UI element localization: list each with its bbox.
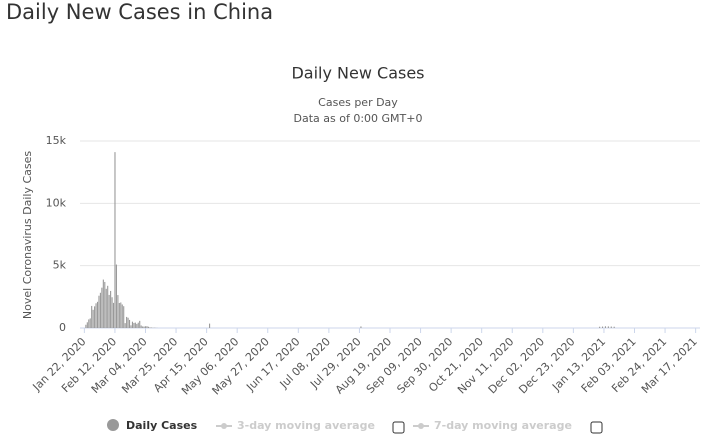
bar bbox=[133, 322, 135, 328]
bar bbox=[110, 290, 112, 328]
legend-label[interactable]: 7-day moving average bbox=[434, 419, 572, 432]
bar bbox=[91, 305, 93, 328]
bar bbox=[117, 295, 119, 328]
bar bbox=[126, 316, 128, 328]
bar bbox=[104, 281, 106, 328]
bar bbox=[115, 264, 117, 328]
bar bbox=[108, 294, 110, 328]
bar bbox=[118, 302, 120, 328]
legend-label[interactable]: 3-day moving average bbox=[237, 419, 375, 432]
bar bbox=[146, 326, 148, 328]
bar bbox=[95, 303, 97, 328]
checkbox[interactable] bbox=[590, 421, 603, 434]
y-axis-label: Novel Coronavirus Daily Cases bbox=[21, 151, 34, 319]
checkbox[interactable] bbox=[392, 421, 405, 434]
page-title: Daily New Cases in China bbox=[6, 0, 273, 24]
legend-marker[interactable] bbox=[221, 423, 227, 429]
bar bbox=[147, 326, 150, 328]
x-tick-label: Mar 17, 2021 bbox=[639, 335, 700, 396]
bar bbox=[102, 279, 104, 328]
chart-title: Daily New Cases bbox=[291, 64, 424, 83]
bar bbox=[136, 323, 138, 328]
bar bbox=[604, 326, 606, 328]
bar bbox=[143, 326, 145, 328]
y-tick-label: 10k bbox=[46, 196, 67, 209]
chart-subtitle: Data as of 0:00 GMT+0 bbox=[294, 112, 423, 125]
bar bbox=[107, 285, 109, 328]
bar bbox=[111, 297, 113, 328]
bar bbox=[101, 287, 103, 328]
bar bbox=[139, 320, 141, 328]
bar bbox=[105, 288, 107, 328]
bar bbox=[86, 322, 88, 328]
bar bbox=[131, 321, 133, 328]
bar bbox=[140, 325, 142, 328]
bar bbox=[599, 326, 601, 328]
legend-label[interactable]: Daily Cases bbox=[126, 419, 198, 432]
bar bbox=[96, 301, 99, 328]
bar bbox=[121, 304, 123, 328]
bar bbox=[94, 306, 96, 328]
bar bbox=[209, 323, 211, 328]
bar bbox=[114, 152, 116, 328]
bar bbox=[85, 324, 87, 328]
bar bbox=[89, 318, 91, 328]
bar bbox=[124, 323, 126, 328]
y-tick-label: 5k bbox=[53, 259, 67, 272]
bar bbox=[360, 326, 362, 328]
y-tick-label: 0 bbox=[59, 321, 66, 334]
bar bbox=[137, 322, 139, 328]
bar bbox=[613, 326, 615, 328]
bar bbox=[112, 302, 115, 328]
bar bbox=[120, 302, 122, 328]
bar bbox=[130, 325, 132, 328]
legend-marker[interactable] bbox=[418, 423, 424, 429]
bar bbox=[99, 292, 101, 328]
legend-marker[interactable] bbox=[107, 419, 119, 431]
bar bbox=[92, 309, 94, 328]
bar bbox=[123, 306, 125, 328]
bar bbox=[98, 295, 100, 328]
bar bbox=[134, 322, 136, 328]
bar bbox=[149, 327, 151, 328]
bar bbox=[88, 319, 90, 328]
bar bbox=[610, 326, 612, 328]
bar bbox=[607, 326, 609, 328]
bar bbox=[127, 317, 129, 328]
bar bbox=[601, 326, 604, 328]
chart-subtitle: Cases per Day bbox=[318, 96, 398, 109]
bar bbox=[144, 326, 147, 328]
bar bbox=[128, 319, 131, 328]
y-tick-label: 15k bbox=[46, 134, 67, 147]
bar bbox=[142, 326, 144, 328]
